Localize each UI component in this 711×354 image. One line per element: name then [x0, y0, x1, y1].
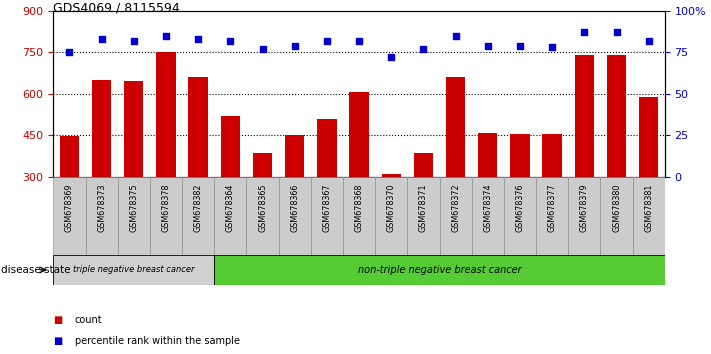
- Text: GSM678365: GSM678365: [258, 183, 267, 232]
- Text: ■: ■: [53, 336, 63, 346]
- Bar: [446, 77, 465, 177]
- Text: GDS4069 / 8115594: GDS4069 / 8115594: [53, 2, 180, 15]
- Point: [96, 36, 107, 42]
- Bar: [188, 77, 208, 177]
- Bar: [279, 177, 311, 255]
- Text: GSM678381: GSM678381: [644, 183, 653, 232]
- Bar: [317, 119, 336, 177]
- Text: non-triple negative breast cancer: non-triple negative breast cancer: [358, 265, 521, 275]
- Bar: [214, 177, 247, 255]
- Bar: [536, 177, 568, 255]
- Bar: [510, 134, 530, 177]
- Text: GSM678375: GSM678375: [129, 183, 138, 232]
- Text: GSM678368: GSM678368: [355, 183, 363, 232]
- Text: GSM678374: GSM678374: [483, 183, 492, 232]
- Bar: [343, 177, 375, 255]
- Point: [193, 36, 204, 42]
- Bar: [214, 255, 665, 285]
- Bar: [285, 135, 304, 177]
- Bar: [542, 134, 562, 177]
- Point: [225, 38, 236, 44]
- Text: GSM678372: GSM678372: [451, 183, 460, 232]
- Text: GSM678371: GSM678371: [419, 183, 428, 232]
- Bar: [607, 55, 626, 177]
- Point: [385, 55, 397, 60]
- Point: [418, 46, 429, 52]
- Text: GSM678369: GSM678369: [65, 183, 74, 232]
- Point: [321, 38, 333, 44]
- Text: percentile rank within the sample: percentile rank within the sample: [75, 336, 240, 346]
- Bar: [414, 153, 433, 177]
- Point: [514, 43, 525, 48]
- Text: GSM678366: GSM678366: [290, 183, 299, 232]
- Bar: [118, 177, 150, 255]
- Point: [450, 33, 461, 39]
- Bar: [407, 177, 439, 255]
- Bar: [53, 255, 214, 285]
- Bar: [85, 177, 118, 255]
- Text: triple negative breast cancer: triple negative breast cancer: [73, 266, 195, 274]
- Bar: [247, 177, 279, 255]
- Bar: [150, 177, 182, 255]
- Bar: [182, 177, 214, 255]
- Text: GSM678367: GSM678367: [322, 183, 331, 232]
- Bar: [382, 174, 401, 177]
- Text: GSM678380: GSM678380: [612, 183, 621, 232]
- Point: [482, 43, 493, 48]
- Point: [579, 29, 590, 35]
- Bar: [471, 177, 504, 255]
- Text: GSM678376: GSM678376: [515, 183, 525, 232]
- Bar: [349, 92, 369, 177]
- Text: count: count: [75, 315, 102, 325]
- Text: GSM678382: GSM678382: [193, 183, 203, 232]
- Text: GSM678370: GSM678370: [387, 183, 396, 232]
- Bar: [568, 177, 600, 255]
- Bar: [504, 177, 536, 255]
- Bar: [92, 80, 111, 177]
- Bar: [633, 177, 665, 255]
- Bar: [574, 55, 594, 177]
- Bar: [311, 177, 343, 255]
- Text: GSM678364: GSM678364: [226, 183, 235, 232]
- Text: GSM678377: GSM678377: [547, 183, 557, 232]
- Bar: [439, 177, 471, 255]
- Point: [547, 44, 558, 50]
- Bar: [220, 116, 240, 177]
- Point: [353, 38, 365, 44]
- Bar: [600, 177, 633, 255]
- Bar: [253, 153, 272, 177]
- Text: GSM678378: GSM678378: [161, 183, 171, 232]
- Point: [257, 46, 268, 52]
- Text: ■: ■: [53, 315, 63, 325]
- Bar: [375, 177, 407, 255]
- Point: [64, 50, 75, 55]
- Text: GSM678379: GSM678379: [580, 183, 589, 232]
- Bar: [478, 133, 498, 177]
- Bar: [60, 136, 79, 177]
- Text: GSM678373: GSM678373: [97, 183, 106, 232]
- Text: disease state: disease state: [1, 265, 70, 275]
- Bar: [639, 97, 658, 177]
- Bar: [53, 177, 85, 255]
- Point: [289, 43, 300, 48]
- Bar: [156, 52, 176, 177]
- Point: [643, 38, 654, 44]
- Point: [160, 33, 171, 39]
- Bar: [124, 81, 144, 177]
- Point: [611, 29, 622, 35]
- Point: [128, 38, 139, 44]
